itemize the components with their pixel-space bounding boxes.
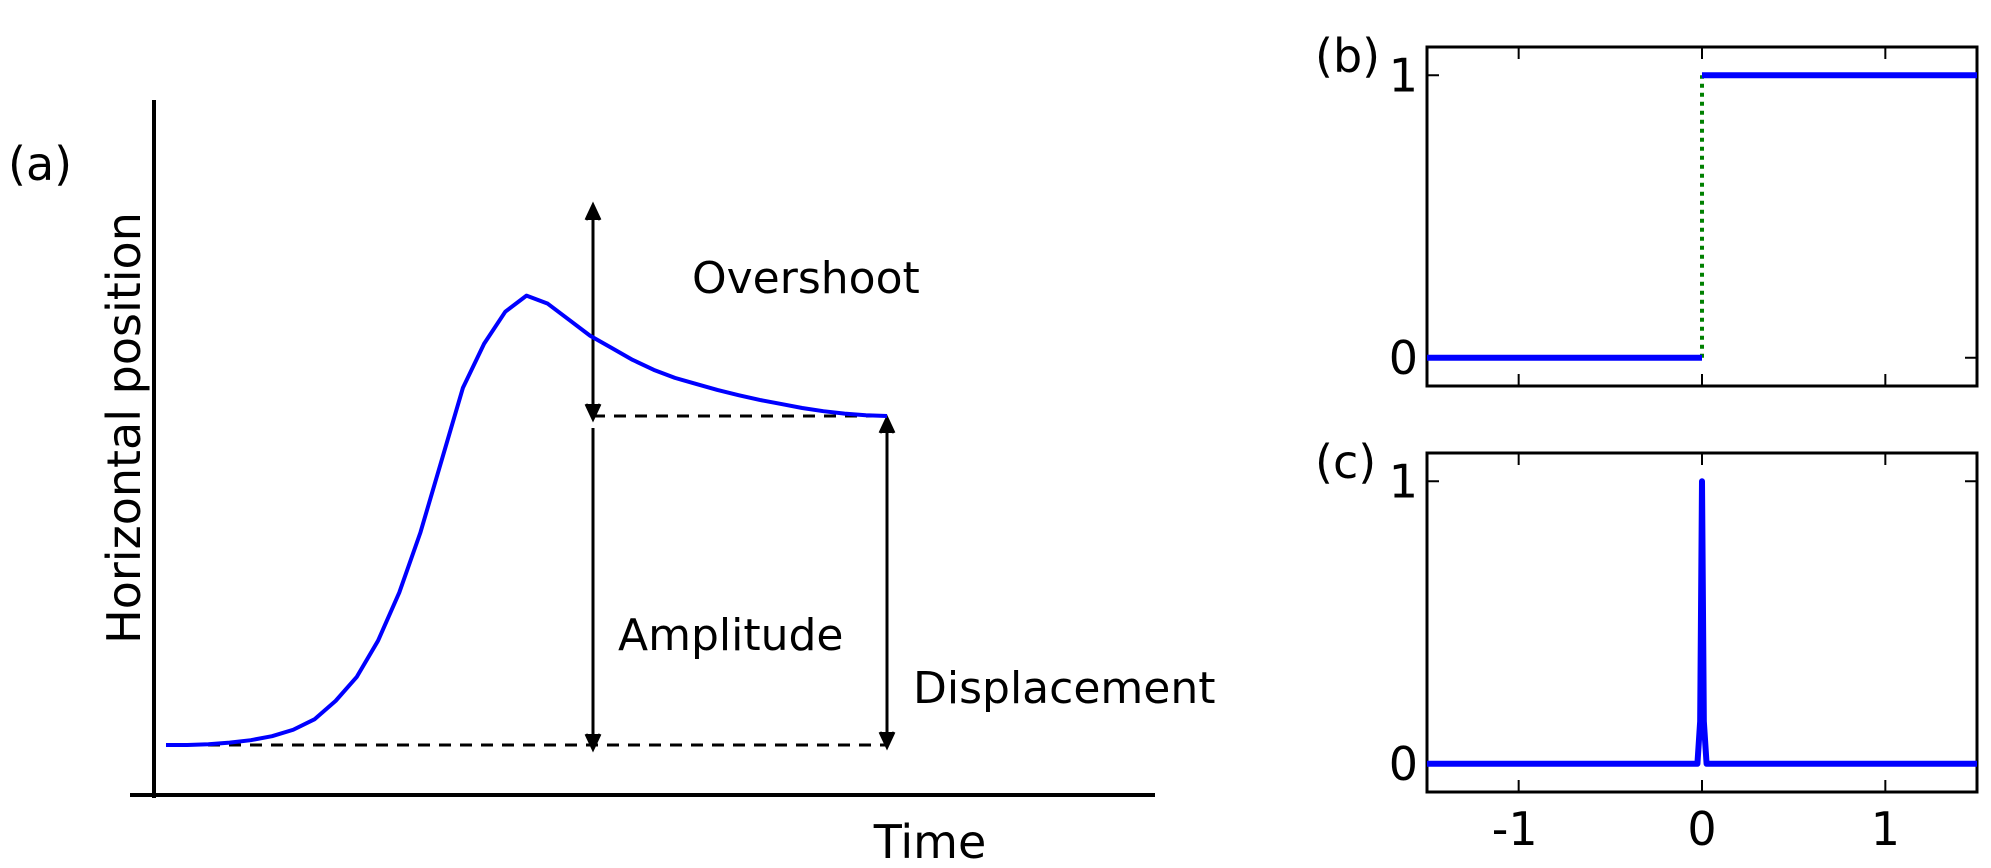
- panel-a-label: (a): [8, 137, 72, 191]
- panel-a-series-line: [166, 293, 888, 747]
- overshoot-arrow: [584, 201, 602, 423]
- panel-c-xtick-0: 0: [1687, 802, 1716, 856]
- panel-b-ytick-0: 0: [1389, 331, 1418, 385]
- displacement-arrow: [878, 414, 896, 751]
- panel-a-xlabel: Time: [873, 815, 987, 868]
- annotation-overshoot: Overshoot: [692, 253, 920, 304]
- panel-b-ytick-1: 1: [1389, 48, 1418, 102]
- panel-c: (c) 0 1 -1 0 1: [1315, 435, 1979, 856]
- panel-a-ylabel: Horizontal position: [97, 212, 151, 644]
- annotation-displacement: Displacement: [913, 663, 1215, 714]
- panel-b-label: (b): [1315, 29, 1380, 83]
- annotation-amplitude: Amplitude: [618, 610, 843, 661]
- panel-c-ytick-1: 1: [1389, 454, 1418, 508]
- panel-c-series-line: [1427, 478, 1977, 767]
- panel-b-ticks: [1427, 47, 1977, 386]
- panel-a: (a) Horizontal position Time Overshoot A…: [8, 100, 1215, 868]
- panel-c-label: (c): [1315, 435, 1376, 489]
- panel-b-frame: [1425, 45, 1979, 388]
- panel-c-xtick-1: 1: [1871, 802, 1900, 856]
- panel-b: (b) 0 1: [1315, 29, 1979, 388]
- amplitude-arrow: [584, 428, 602, 753]
- panel-c-xtick-neg1: -1: [1492, 802, 1538, 856]
- panel-c-ytick-0: 0: [1389, 737, 1418, 791]
